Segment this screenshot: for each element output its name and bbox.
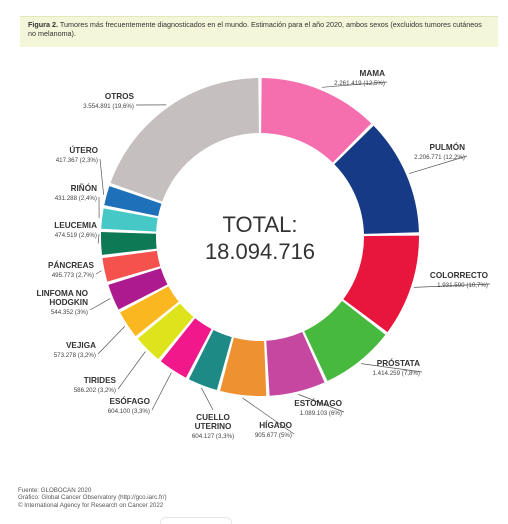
value-label-linfoma-no-hodgkin: 544.352 (3%) bbox=[51, 309, 88, 316]
label-estomago: ESTÓMAGO bbox=[294, 397, 342, 408]
value-label-tirides: 586.202 (3,2%) bbox=[74, 387, 116, 394]
value-label-otros: 3.554.891 (19,6%) bbox=[83, 103, 134, 110]
value-label-colorrecto: 1.931.590 (10,7%) bbox=[437, 282, 488, 289]
value-label-pancreas: 495.773 (2,7%) bbox=[52, 272, 94, 279]
label-leucemia: LEUCEMIA bbox=[54, 221, 97, 230]
leader-line-vejiga bbox=[98, 326, 125, 354]
leader-line-utero bbox=[100, 159, 104, 195]
footer: Fuente: GLOBOCAN 2020 Gráfico: Global Ca… bbox=[18, 487, 167, 509]
label-pancreas: PÁNCREAS bbox=[48, 260, 94, 270]
leader-line-linfoma-no-hodgkin bbox=[90, 299, 110, 310]
label-utero: ÚTERO bbox=[69, 144, 98, 155]
label-esofago: ESÓFAGO bbox=[110, 395, 151, 406]
leader-line-esofago bbox=[152, 373, 171, 410]
value-label-higado: 905.677 (5%) bbox=[255, 432, 292, 439]
label-higado: HÍGADO bbox=[259, 420, 292, 430]
label-colorrecto: COLORRECTO bbox=[430, 271, 489, 280]
leader-line-pancreas bbox=[96, 271, 102, 274]
footer-copyright: © International Agency for Research on C… bbox=[18, 502, 167, 509]
donut-chart: MAMA 2.261.419 (12,5%) PULMÓN 2.206.771 (12… bbox=[0, 0, 508, 480]
bottom-tab-stub bbox=[160, 517, 232, 524]
label-otros: OTROS bbox=[105, 92, 135, 101]
leader-line-cuello-uterino bbox=[202, 388, 213, 410]
value-label-prostata: 1.414.259 (7,8%) bbox=[373, 370, 420, 377]
slices-group bbox=[101, 78, 419, 396]
total-value: 18.094.716 bbox=[205, 239, 315, 264]
value-label-estomago: 1.089.103 (6%) bbox=[300, 410, 342, 417]
value-label-mama: 2.261.419 (12,5%) bbox=[334, 80, 385, 87]
total-title: TOTAL: bbox=[223, 212, 298, 237]
label-mama: MAMA bbox=[360, 69, 386, 78]
label-tirides: TIRIDES bbox=[84, 376, 117, 385]
value-label-utero: 417.367 (2,3%) bbox=[56, 157, 98, 164]
label-prostata: PRÓSTATA bbox=[377, 357, 420, 368]
value-label-cuello-uterino: 604.127 (3,3%) bbox=[192, 433, 234, 440]
leader-line-tirides bbox=[118, 352, 145, 389]
footer-source: Fuente: GLOBOCAN 2020 bbox=[18, 487, 167, 494]
slice-leucemia bbox=[101, 232, 157, 255]
footer-graphic-credit: Gráfico: Global Cancer Observatory (http… bbox=[18, 494, 167, 501]
value-label-esofago: 604.100 (3,3%) bbox=[108, 408, 150, 415]
value-label-vejiga: 573.278 (3,2%) bbox=[54, 352, 96, 359]
value-label-rinon: 431.288 (2,4%) bbox=[55, 195, 97, 202]
value-label-pulmon: 2.206.771 (12,2%) bbox=[414, 154, 465, 161]
label-rinon: RIÑÓN bbox=[71, 182, 97, 193]
label-pulmon: PULMÓN bbox=[430, 141, 466, 152]
leader-line-leucemia bbox=[98, 234, 99, 244]
label-vejiga: VEJIGA bbox=[66, 341, 96, 350]
value-label-leucemia: 474.519 (2,6%) bbox=[55, 232, 97, 239]
